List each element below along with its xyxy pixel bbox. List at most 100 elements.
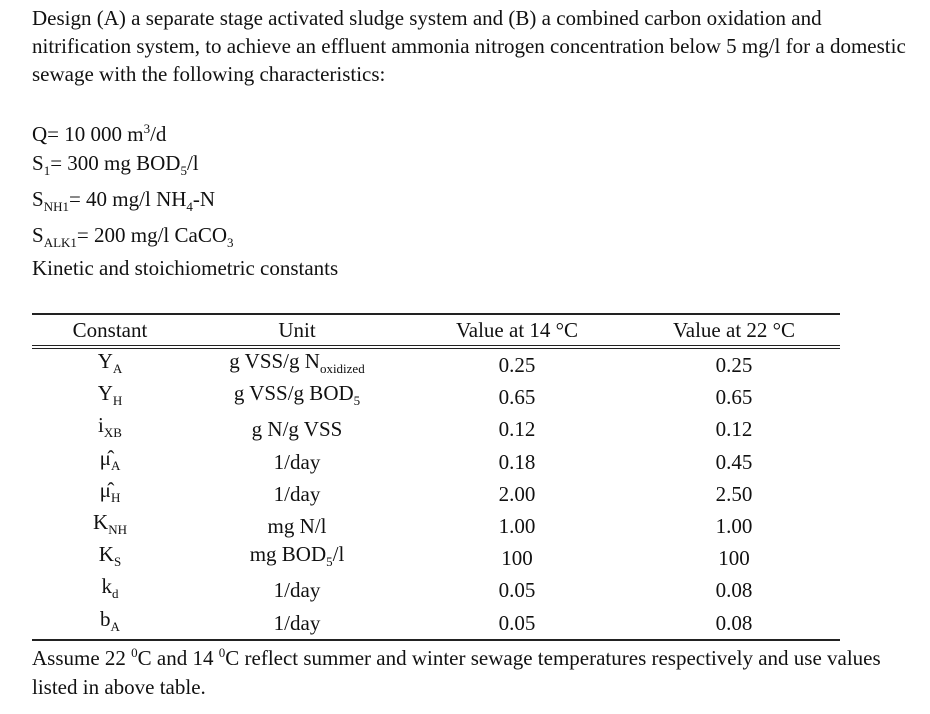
table-cell: 0.08 [628,606,840,641]
text-run: Y [97,381,113,406]
table-cell: bA [32,606,188,641]
table-row: μ̂H 1/day 2.00 2.50 [32,478,840,510]
subscript: d [112,586,119,602]
given-list: Q= 10 000 m3/d S1= 300 mg BOD5/l SNH1= 40 … [32,114,234,258]
table-cell: g N/g VSS [251,417,343,442]
constants-table: Constant Unit Value at 14 °C Value at 22 °C… [32,313,840,641]
table-cell: iXB [32,413,188,445]
text-run: b [100,606,111,631]
table-cell: 0.18 [498,449,536,474]
text-run: K [93,509,109,534]
subscript: XB [103,425,122,441]
table-row: KS mg BOD5/l 100 100 [32,542,840,574]
given-line: S1= 300 mg BOD5/l [32,149,234,185]
subscript: 5 [180,163,187,179]
column-header: Value at 14 °C [406,313,628,349]
subscript: A [112,361,123,377]
table-body: YA g VSS/g Noxidized 0.25 0.25 YH g VSS/g BOD… [32,347,840,641]
text-run: /l [332,542,345,567]
text-run: S [32,187,44,212]
given-line: Q= 10 000 m3/d [32,114,234,149]
text-run: /d [150,122,167,146]
subscript: A [110,618,120,634]
subscript: oxidized [319,361,365,377]
table-cell: 0.05 [406,606,628,641]
subscript: H [110,489,121,505]
text-run: Assume 22 [32,646,132,670]
text-run: mg BOD [249,542,327,567]
table-row: KNH mg N/l 1.00 1.00 [32,510,840,542]
table-cell: 1/day [188,606,406,641]
text-run: μ̂ [99,477,111,502]
table-cell: 0.65 [498,385,536,410]
text-run: K [98,542,114,567]
text-run: = 40 mg/l NH [68,187,187,212]
column-header: Value at 22 °C [628,313,840,349]
table-cell: 0.08 [715,578,753,603]
text-run: S [32,151,44,175]
note-text: Assume 22 0C and 14 0C reflect summer an… [32,638,902,702]
subscript: ALK1 [43,235,77,251]
table-cell: 0.12 [498,417,536,442]
subscript: 3 [227,235,234,251]
table-cell: 0.65 [715,385,753,410]
table-cell: 1/day [273,578,321,603]
table-cell: 1/day [273,449,321,474]
subscript: S [113,554,122,570]
column-header: Constant [32,313,188,349]
table-row: YA g VSS/g Noxidized 0.25 0.25 [32,347,840,381]
text-run: k [101,574,113,599]
intro-text: Design (A) a separate stage activated sl… [32,6,906,86]
table-cell: 0.25 [715,353,753,378]
table-cell: 0.45 [715,449,753,474]
column-header: Unit [188,313,406,349]
table-cell: 2.50 [715,481,753,506]
text-run: -N [192,187,216,212]
table-cell: mg N/l [267,514,327,539]
given-line: SNH1= 40 mg/l NH4-N [32,185,234,221]
text-run: S [32,223,44,248]
table-cell: 100 [501,546,533,571]
table-cell: 0.05 [498,578,536,603]
table-cell: 1.00 [715,514,753,539]
text-run: = 200 mg/l CaCO [76,223,228,248]
table-row: kd 1/day 0.05 0.08 [32,574,840,606]
given-line: SALK1= 200 mg/l CaCO3 [32,221,234,257]
table-row: iXB g N/g VSS 0.12 0.12 [32,413,840,445]
table-cell: 100 [718,546,750,571]
text-run: i [98,413,104,438]
text-run: g VSS/g N [229,349,320,373]
table-row: bA 1/day 0.05 0.08 [32,606,840,641]
subscript: 4 [186,199,193,215]
table-cell: 2.00 [498,481,536,506]
table-cell: 0.12 [715,417,753,442]
subscript: 5 [326,554,333,570]
table-cell: 1/day [273,481,321,506]
table-cell: mg BOD5/l [188,542,406,574]
table-cell: KS [32,542,188,574]
header-row: Constant Unit Value at 14 °C Value at 22 °C [32,313,840,349]
text-run: Q= 10 000 m [32,122,144,146]
text-run: = 300 mg BOD [50,151,181,175]
table-row: μ̂A 1/day 0.18 0.45 [32,446,840,478]
subscript: NH [108,522,127,538]
table-cell: KNH [32,510,188,542]
subscript: NH1 [43,199,69,215]
table-cell: g VSS/g Noxidized [188,347,406,381]
table-cell: kd [32,574,188,606]
text-run: C and 14 [137,646,219,670]
text-run: g VSS/g BOD [233,381,354,406]
table-cell: YA [32,347,188,381]
table-cell: g VSS/g BOD5 [188,381,406,413]
table-cell: YH [32,381,188,413]
text-run: /l [186,151,199,175]
subscript: 5 [353,393,361,409]
superscript: 3 [143,121,151,136]
text-run: μ̂ [99,445,111,470]
subscript: A [110,457,121,473]
text-run: Y [97,349,113,373]
table-cell: μ̂A [32,446,188,478]
superscript: 0 [218,645,226,660]
superscript: 0 [131,645,138,660]
